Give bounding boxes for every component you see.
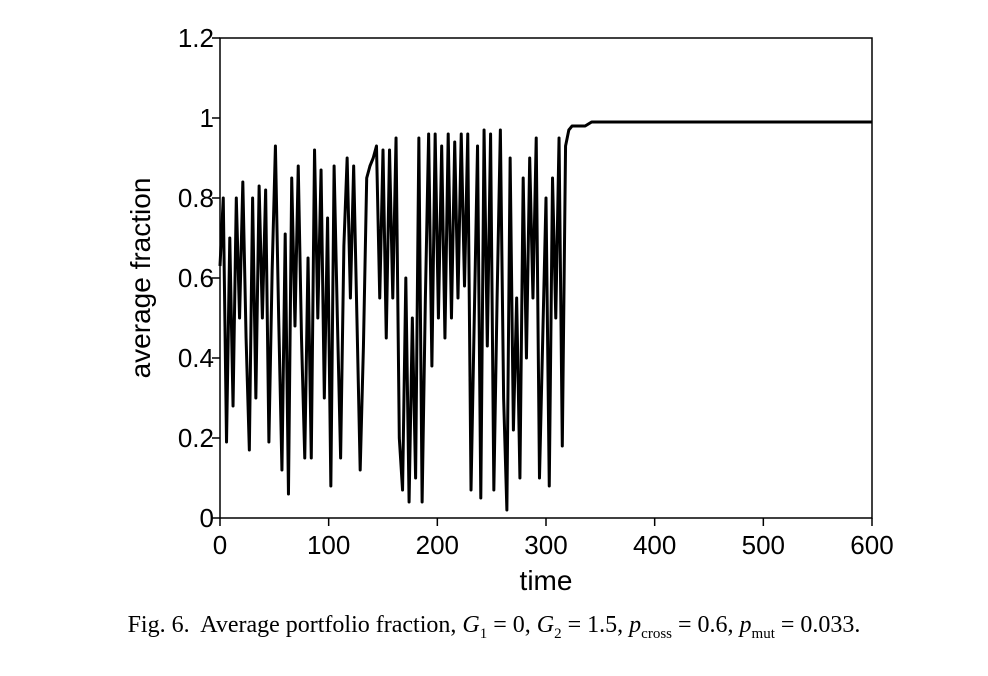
x-tick-label: 300 [524, 530, 567, 560]
y-tick-label: 0.2 [178, 423, 214, 453]
y-tick-label: 0.8 [178, 183, 214, 213]
caption-g1-value: = 0, [493, 612, 531, 638]
x-axis-title: time [520, 565, 573, 596]
caption-g2-value: = 1.5, [567, 612, 624, 638]
series-line [218, 120, 872, 512]
y-axis-ticks: 0 0.2 0.4 0.6 0.8 1 1.2 [178, 23, 220, 533]
caption-pcross-symbol: p [629, 612, 642, 638]
caption-pmut-symbol: p [739, 612, 752, 638]
x-tick-label: 500 [742, 530, 785, 560]
caption-g2-sub: 2 [554, 625, 562, 642]
x-tick-label: 100 [307, 530, 350, 560]
y-tick-label: 1 [200, 103, 214, 133]
line-chart: 0 100 200 300 400 500 600 0 0.2 0.4 0.6 0.8 1 1.2 ti… [125, 23, 894, 596]
caption-text: Average portfolio fraction, [200, 612, 457, 638]
caption-pcross-value: = 0.6, [678, 612, 734, 638]
x-tick-label: 400 [633, 530, 676, 560]
x-axis-ticks: 0 100 200 300 400 500 600 [213, 518, 894, 560]
y-axis-title: average fraction [125, 178, 156, 379]
y-tick-label: 0.6 [178, 263, 214, 293]
y-tick-label: 1.2 [178, 23, 214, 53]
caption-g1-symbol: G [462, 612, 480, 638]
caption-g2-symbol: G [536, 612, 555, 638]
x-tick-label: 200 [416, 530, 459, 560]
figure-caption: Fig. 6. Average portfolio fraction, G1 =… [0, 612, 988, 643]
caption-pmut-value: = 0.033. [780, 612, 861, 638]
y-tick-label: 0 [200, 503, 214, 533]
x-tick-label: 600 [850, 530, 893, 560]
caption-label: Fig. 6. [127, 612, 190, 638]
caption-g1-sub: 1 [479, 625, 488, 642]
y-tick-label: 0.4 [178, 343, 214, 373]
caption-pcross-sub: cross [641, 625, 672, 642]
x-tick-label: 0 [213, 530, 227, 560]
caption-pmut-sub: mut [751, 625, 775, 642]
